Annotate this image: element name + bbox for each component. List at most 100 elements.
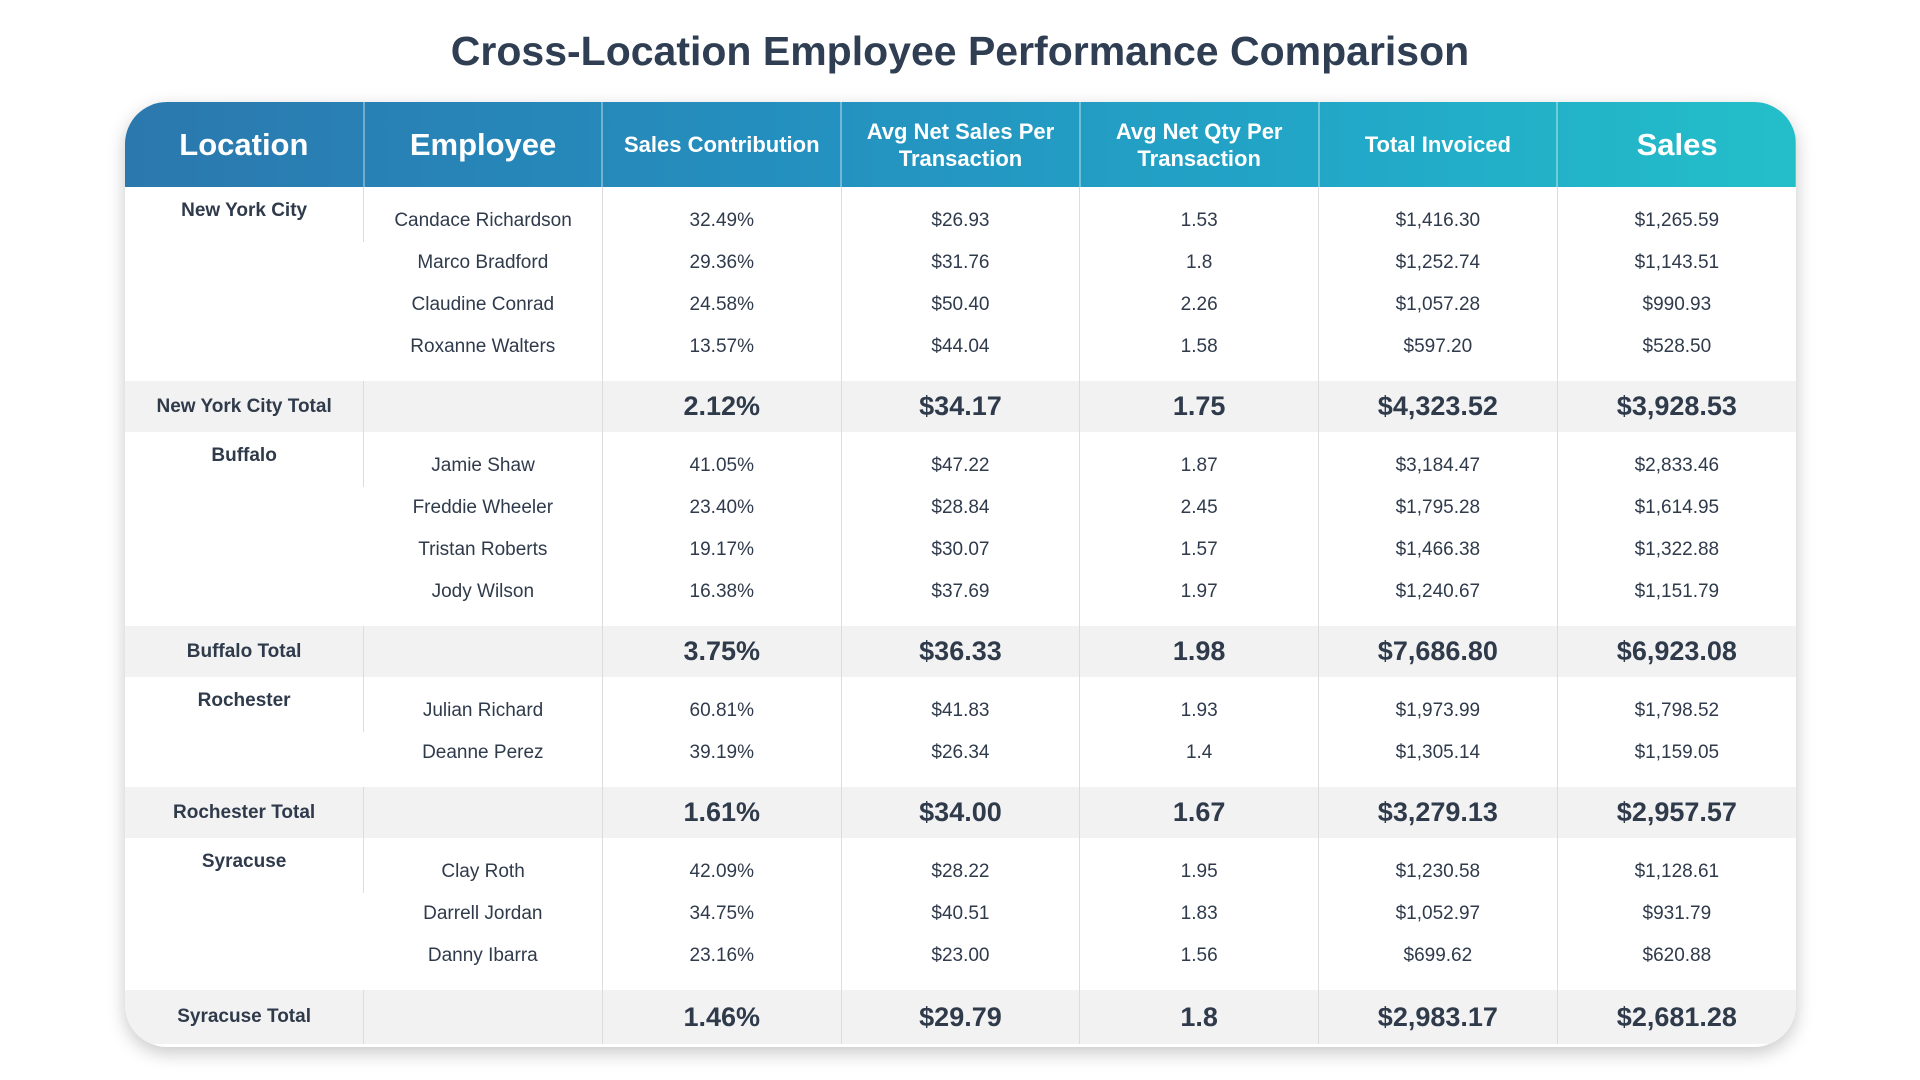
employee-name-cell: Jamie Shaw [363, 432, 603, 487]
total-invoiced-cell: $1,416.30 [1318, 187, 1558, 242]
avg-net-sales-cell: $44.04 [840, 326, 1080, 381]
table-row: Syracuse Clay Roth 42.09% $28.22 1.95 $1,230.… [125, 838, 1796, 893]
total-avg-net-sales-cell: $36.33 [840, 626, 1080, 677]
total-invoiced-cell: $1,252.74 [1318, 242, 1558, 284]
total-employee-cell [363, 787, 603, 838]
total-avg-net-qty-cell: 1.8 [1079, 990, 1319, 1044]
sales-cell: $1,322.88 [1556, 529, 1796, 571]
employee-name-cell: Candace Richardson [363, 187, 603, 242]
total-sales-cell: $2,957.57 [1556, 787, 1796, 838]
total-label-cell: Rochester Total [173, 801, 316, 823]
column-header-location[interactable]: Location [179, 127, 309, 162]
employee-name-cell: Roxanne Walters [410, 336, 556, 357]
sales-cell: $620.88 [1556, 935, 1796, 990]
avg-net-sales-cell: $30.07 [840, 529, 1080, 571]
sales-contribution-cell: 23.16% [601, 935, 842, 990]
total-sales-contribution-cell: 3.75% [601, 626, 842, 677]
avg-net-qty-cell: 1.57 [1079, 529, 1319, 571]
avg-net-qty-cell: 1.97 [1079, 571, 1319, 626]
total-sales-cell: $6,923.08 [1556, 626, 1796, 677]
total-label-cell: Syracuse Total [177, 1006, 311, 1027]
column-header-total-invoiced[interactable]: Total Invoiced [1317, 102, 1558, 187]
total-sales-contribution-cell: 2.12% [601, 381, 842, 432]
avg-net-qty-cell: 1.4 [1079, 732, 1319, 787]
total-sales-contribution-cell: 1.61% [601, 787, 842, 838]
table-row: Buffalo Jamie Shaw 41.05% $47.22 1.87 $3,184.… [125, 432, 1796, 487]
column-header-sales[interactable]: Sales [1556, 102, 1796, 187]
location-cell: New York City [181, 200, 308, 221]
employee-name-cell: Clay Roth [363, 838, 603, 893]
sales-cell: $1,128.61 [1556, 838, 1796, 893]
sales-cell: $931.79 [1556, 893, 1796, 935]
sales-cell: $1,798.52 [1556, 677, 1796, 732]
total-row: Buffalo Total 3.75% $36.33 1.98 $7,686.80 $6,… [125, 626, 1796, 677]
employee-name-cell: Darrell Jordan [423, 903, 543, 924]
employee-name-cell: Jody Wilson [431, 581, 535, 602]
total-employee-cell [363, 990, 603, 1044]
avg-net-sales-cell: $50.40 [840, 284, 1080, 326]
table-row: Darrell Jordan 34.75% $40.51 1.83 $1,052.97 $… [125, 893, 1796, 935]
total-invoiced-cell: $1,230.58 [1318, 838, 1558, 893]
employee-name-cell: Julian Richard [363, 677, 603, 732]
total-row: Rochester Total 1.61% $34.00 1.67 $3,279.13 $… [125, 787, 1796, 838]
column-header-avg-net-sales[interactable]: Avg Net Sales Per Transaction [840, 102, 1080, 187]
sales-contribution-cell: 16.38% [601, 571, 842, 626]
column-header-employee[interactable]: Employee [362, 102, 603, 187]
total-invoiced-cell: $1,973.99 [1318, 677, 1558, 732]
employee-name-cell: Tristan Roberts [418, 539, 548, 560]
total-avg-net-qty-cell: 1.98 [1079, 626, 1319, 677]
header-row: Location Employee Sales Contribution Avg… [125, 102, 1796, 187]
avg-net-qty-cell: 1.95 [1079, 838, 1319, 893]
avg-net-sales-cell: $41.83 [840, 677, 1080, 732]
sales-contribution-cell: 41.05% [601, 432, 842, 487]
total-avg-net-qty-cell: 1.67 [1079, 787, 1319, 838]
table-row: Tristan Roberts 19.17% $30.07 1.57 $1,466.38… [125, 529, 1796, 571]
table-row: Marco Bradford 29.36% $31.76 1.8 $1,252.74 $1… [125, 242, 1796, 284]
column-header-sales-contribution[interactable]: Sales Contribution [601, 102, 842, 187]
table-row: Danny Ibarra 23.16% $23.00 1.56 $699.62 $620.… [125, 935, 1796, 990]
avg-net-sales-cell: $23.00 [840, 935, 1080, 990]
total-label-cell: Buffalo Total [186, 640, 302, 662]
table-row: Rochester Julian Richard 60.81% $41.83 1.93 $… [125, 677, 1796, 732]
total-invoiced-cell: $1,052.97 [1318, 893, 1558, 935]
total-invoiced-cell: $1,240.67 [1318, 571, 1558, 626]
total-invoiced-cell: $7,686.80 [1318, 626, 1558, 677]
page-title: Cross-Location Employee Performance Comp… [450, 28, 1470, 74]
sales-contribution-cell: 13.57% [601, 326, 842, 381]
employee-name-cell: Deanne Perez [422, 742, 544, 763]
column-header-avg-net-qty[interactable]: Avg Net Qty Per Transaction [1078, 102, 1319, 187]
avg-net-qty-cell: 1.87 [1079, 432, 1319, 487]
employee-name-cell: Claudine Conrad [411, 294, 555, 315]
avg-net-qty-cell: 2.45 [1079, 487, 1319, 529]
avg-net-sales-cell: $26.34 [840, 732, 1080, 787]
total-invoiced-cell: $3,279.13 [1318, 787, 1558, 838]
avg-net-sales-cell: $31.76 [840, 242, 1080, 284]
sales-cell: $1,614.95 [1556, 487, 1796, 529]
performance-table: Location Employee Sales Contribution Avg… [125, 102, 1796, 1044]
total-employee-cell [363, 381, 603, 432]
avg-net-sales-cell: $28.84 [840, 487, 1080, 529]
avg-net-sales-cell: $40.51 [840, 893, 1080, 935]
sales-cell: $1,265.59 [1556, 187, 1796, 242]
total-label-cell: New York City Total [156, 395, 332, 417]
total-avg-net-sales-cell: $34.17 [840, 381, 1080, 432]
total-sales-cell: $2,681.28 [1556, 990, 1796, 1044]
sales-cell: $528.50 [1556, 326, 1796, 381]
sales-contribution-cell: 29.36% [601, 242, 842, 284]
table-row: Claudine Conrad 24.58% $50.40 2.26 $1,057.28… [125, 284, 1796, 326]
avg-net-qty-cell: 1.93 [1079, 677, 1319, 732]
total-avg-net-qty-cell: 1.75 [1079, 381, 1319, 432]
avg-net-qty-cell: 1.56 [1079, 935, 1319, 990]
sales-contribution-cell: 39.19% [601, 732, 842, 787]
employee-name-cell: Danny Ibarra [427, 945, 538, 966]
employee-name-cell: Marco Bradford [417, 252, 549, 273]
sales-cell: $990.93 [1556, 284, 1796, 326]
avg-net-sales-cell: $28.22 [840, 838, 1080, 893]
sales-contribution-cell: 19.17% [601, 529, 842, 571]
sales-contribution-cell: 42.09% [601, 838, 842, 893]
avg-net-qty-cell: 1.8 [1079, 242, 1319, 284]
total-invoiced-cell: $597.20 [1318, 326, 1558, 381]
avg-net-sales-cell: $47.22 [840, 432, 1080, 487]
avg-net-sales-cell: $37.69 [840, 571, 1080, 626]
sales-contribution-cell: 23.40% [601, 487, 842, 529]
